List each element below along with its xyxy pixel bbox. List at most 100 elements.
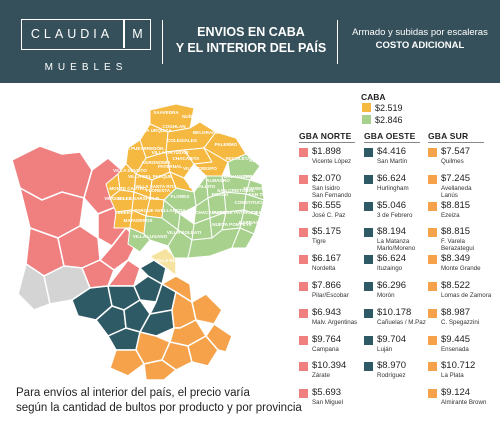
zone-color-swatch [364,282,373,291]
map-label: VILLA RIACHUELO [155,258,197,263]
map-label: LA BOCA [252,210,273,215]
price-entry: $10.394 Zárate [299,360,369,390]
title-line-1: ENVIOS EN CABA [197,25,305,39]
zone-color-swatch [428,282,437,291]
zone-color-swatch [428,255,437,265]
zone-color-swatch [364,335,373,345]
price-value: $6.943 [312,306,342,318]
place-name: Tigre [312,238,326,246]
map-label: PALERMO [215,142,238,147]
price-entry: $8.970 Rodríguez [364,360,434,390]
place-name: C. Spegazzini [441,318,480,326]
zone-color-swatch [299,335,308,345]
zone-color-swatch [428,174,437,184]
zone-color-swatch [428,362,437,372]
zone-color-swatch [428,335,437,345]
price-entry: $8.815 Ezeiza [428,200,498,230]
map-label: VILLA SANTA RITA [135,184,177,189]
price-entry: $8.987 C. Spegazzini [428,307,498,337]
map-label: PARQUE PATRICIOS [214,210,259,215]
place-name: Nordelta [312,265,336,273]
place-name: Campana [312,345,339,353]
map-label: RETIRO [249,158,267,163]
price-value: $8.970 [377,360,407,372]
caba-legend-yellow: $2.519 [362,103,403,113]
price-value: $6.624 [377,253,407,265]
price-entry: $7.866 Pilar/Escobar [299,280,369,310]
map-label: SAN TELMO [248,192,275,197]
zone-color-swatch [299,174,308,184]
map-label: SAAVEDRA [153,110,179,115]
price-value: $5.046 [377,199,407,211]
map-label: RECOLETA [226,156,252,161]
footer-note: Para envíos al interior del país, el pre… [16,386,356,416]
note-line-1: Armado y subidas por escaleras [352,27,488,38]
price-entry: $9.124 Almirante Brown [428,387,498,417]
place-name: Ituzaingo [377,265,403,273]
price-entry: $8.522 Lomas de Zamora [428,280,498,310]
logo-separator [123,20,125,48]
place-name: La Matanza Marlo/Moreno [377,238,416,253]
place-name: La Plata [441,372,464,380]
price-entry: $8.349 Monte Grande [428,253,498,283]
place-name: Ezeiza [441,211,460,219]
map-label: FLORESTA [146,188,171,193]
page-title: ENVIOS EN CABA Y EL INTERIOR DEL PAÍS [166,24,336,56]
map-label: BELGRANO [193,130,220,135]
price-value: $7.866 [312,280,342,291]
column-divider [364,142,420,143]
price-value: $9.124 [441,387,471,399]
price-value: $5.175 [312,226,342,238]
price-entry: $9.445 Ensenada [428,334,498,364]
price-value: $2.070 [312,172,342,184]
zone-color-swatch [364,308,373,318]
map-label: VILLA ORTÚZAR [152,149,190,155]
price-entry: $1.898 Vicente López [299,146,369,176]
map-zone-caba-yellow [105,103,247,235]
price-entry: $6.296 Morón [364,280,434,310]
place-name: Vicente López [312,158,352,165]
price-value: $7.245 [441,172,471,184]
map-label: VILLA URQUIZA [136,128,172,133]
note-line-2: COSTO ADICIONAL [375,40,465,51]
caba-price-green: $2.846 [375,115,403,125]
place-name: Malv. Argentinas [312,318,358,326]
legend-swatch [362,115,371,124]
place-name: Pilar/Escobar [312,292,349,299]
zone-color-swatch [364,201,373,211]
zone-color-swatch [299,148,308,157]
place-name: San Miguel [312,399,343,407]
price-entry: $6.624 Ituzaingo [364,253,434,283]
place-name: Hurlingham [377,184,409,192]
column-divider [428,142,484,143]
price-entry: $5.046 3 de Febrero [364,200,434,230]
column-header-gba-norte: GBA NORTE [299,131,352,141]
price-value: $9.704 [377,333,407,345]
map-label: VILLA SOLDATI [167,230,201,235]
zone-color-swatch [299,362,308,372]
price-value: $6.167 [312,253,342,265]
price-entry: $10.712 La Plata [428,360,498,390]
price-entry: $10.178 Cañuelas / M.Paz [364,307,434,337]
map-zone-gba-sur [109,275,233,381]
map-label: VILLA CRESPO [183,166,217,171]
price-value: $7.547 [441,146,471,157]
place-name: Ensenada [441,345,469,353]
price-value: $8.987 [441,306,471,318]
zone-color-swatch [364,255,373,265]
price-entry: $6.624 Hurlingham [364,173,434,203]
map-label: CABALLITO [189,184,216,189]
map-label: NUEVA POMPEYA [212,222,252,227]
zone-color-swatch [428,228,437,238]
price-entry: $6.167 Nordelta [299,253,369,283]
zone-color-swatch [364,148,373,157]
map-label: SAN CRISTOBAL [217,188,255,193]
map-label: CHACARITA [173,156,201,161]
map-label: PARQUE AVELLANEDA [134,208,186,213]
price-value: $4.416 [377,146,407,157]
price-entry: $2.070 San Isidro San Fernando [299,173,369,203]
place-name: Luján [377,345,393,353]
map-zone-vicente-lopez [148,247,177,278]
map-label: LINIERS [115,210,133,215]
zone-color-swatch [299,282,308,291]
